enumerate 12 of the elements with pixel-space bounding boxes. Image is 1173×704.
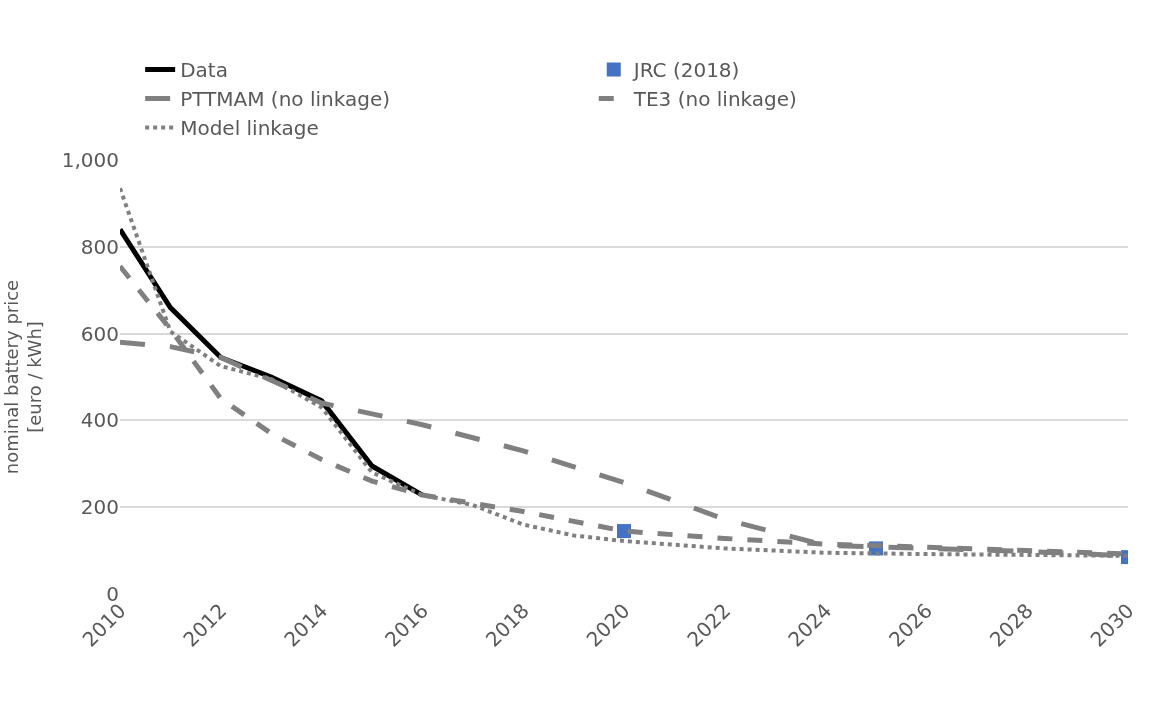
y-tick-label: 400 [80,408,119,433]
y-axis-title: nominal battery price [euro / kWh] [0,279,45,475]
legend-label: Model linkage [180,116,319,141]
y-tick-label: 1,000 [61,148,119,172]
legend-label: PTTMAM (no linkage) [180,87,390,112]
y-tick-label: 600 [80,321,119,346]
legend-label: JRC (2018) [631,58,740,83]
y-tick-label: 0 [106,582,119,606]
legend-label: Data [180,58,228,83]
y-tick-label: 200 [80,495,119,520]
legend-label: TE3 (no linkage) [632,87,797,112]
y-tick-label: 800 [80,234,119,259]
